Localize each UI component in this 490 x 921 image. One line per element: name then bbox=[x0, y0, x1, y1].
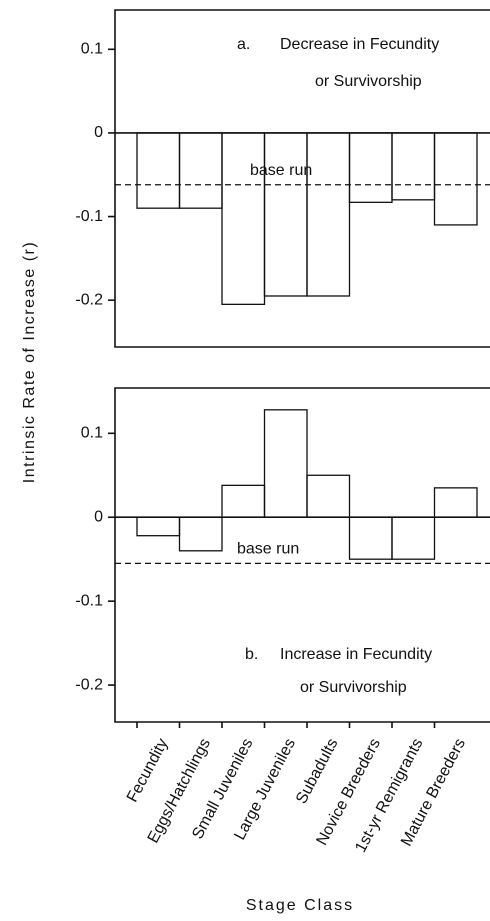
y-tick-label: 0.1 bbox=[81, 425, 103, 442]
y-tick-label: -0.1 bbox=[75, 592, 103, 609]
panel-annotation: or Survivorship bbox=[300, 679, 407, 696]
x-tick-label: Fecundity bbox=[124, 736, 172, 805]
bar bbox=[348, 132, 393, 203]
y-tick-label: 0 bbox=[94, 508, 103, 525]
bar bbox=[263, 132, 308, 297]
x-axis-label: Stage Class bbox=[246, 897, 354, 914]
bar bbox=[221, 484, 266, 518]
bar bbox=[178, 516, 223, 552]
y-axis-label: Intrinsic Rate of Increase (r) bbox=[21, 241, 38, 483]
y-tick-label: -0.2 bbox=[75, 676, 103, 693]
bar bbox=[306, 132, 351, 297]
bar bbox=[391, 132, 436, 201]
y-tick-label: 0.1 bbox=[81, 41, 103, 58]
panel-annotation: Decrease in Fecundity bbox=[280, 36, 439, 53]
base-run-label: base run bbox=[237, 541, 299, 558]
panel-label: b. bbox=[245, 646, 258, 663]
bar bbox=[433, 132, 478, 226]
y-tick-label: 0 bbox=[94, 124, 103, 141]
x-tick-label: Subadults bbox=[293, 736, 341, 807]
frame bbox=[114, 387, 490, 723]
panel-annotation: or Survivorship bbox=[315, 73, 422, 90]
bar bbox=[391, 516, 436, 560]
bar bbox=[306, 474, 351, 518]
bar bbox=[136, 516, 181, 537]
y-tick-label: -0.2 bbox=[75, 291, 103, 308]
base-run-label: base run bbox=[250, 162, 312, 179]
bar bbox=[263, 409, 308, 518]
frame bbox=[114, 9, 490, 348]
bar bbox=[136, 132, 181, 209]
panel-label: a. bbox=[237, 36, 250, 53]
bar bbox=[433, 487, 478, 518]
bar bbox=[178, 132, 223, 209]
bar bbox=[221, 132, 266, 306]
y-tick-label: -0.1 bbox=[75, 208, 103, 225]
bar bbox=[348, 516, 393, 560]
panel-annotation: Increase in Fecundity bbox=[280, 646, 432, 663]
